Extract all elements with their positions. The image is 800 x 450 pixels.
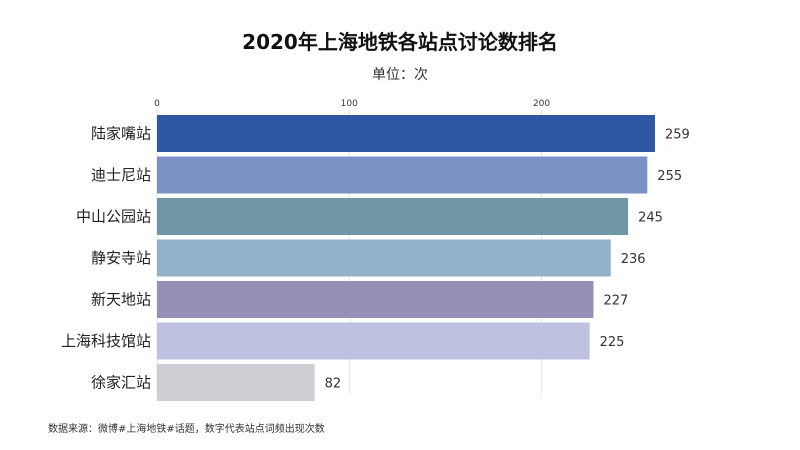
x-tick-label: 100: [341, 99, 358, 109]
category-label: 静安寺站: [91, 249, 151, 267]
value-label: 82: [325, 377, 342, 392]
category-label: 陆家嘴站: [91, 125, 151, 143]
category-label: 中山公园站: [76, 208, 151, 226]
data-source-note: 数据来源：微博#上海地铁#话题，数字代表站点词频出现次数: [48, 424, 325, 435]
value-label: 225: [600, 335, 625, 350]
category-label: 徐家汇站: [91, 374, 151, 392]
bar-2: [157, 156, 648, 194]
chart-title: 2020年上海地铁各站点讨论数排名: [242, 30, 558, 54]
bar-7: [157, 364, 315, 401]
bar-5: [157, 281, 594, 318]
value-labels: 259 255 245 236 227 225 82: [325, 128, 690, 392]
category-label: 新天地站: [91, 291, 151, 309]
x-tick-label: 200: [533, 99, 550, 109]
value-label: 236: [621, 252, 646, 267]
x-axis-ticks: 0 100 200: [154, 99, 550, 109]
value-label: 245: [638, 211, 663, 226]
category-label: 迪士尼站: [91, 166, 151, 184]
value-label: 259: [665, 128, 690, 143]
bar-6: [157, 322, 590, 360]
bar-4: [157, 239, 611, 277]
bars: [157, 115, 655, 401]
value-label: 255: [657, 169, 682, 184]
x-tick-label: 0: [154, 99, 160, 109]
bar-1: [157, 115, 655, 152]
value-label: 227: [603, 294, 628, 309]
chart-subtitle: 单位：次: [372, 67, 428, 83]
bar-3: [157, 198, 629, 235]
category-label: 上海科技馆站: [61, 332, 151, 350]
